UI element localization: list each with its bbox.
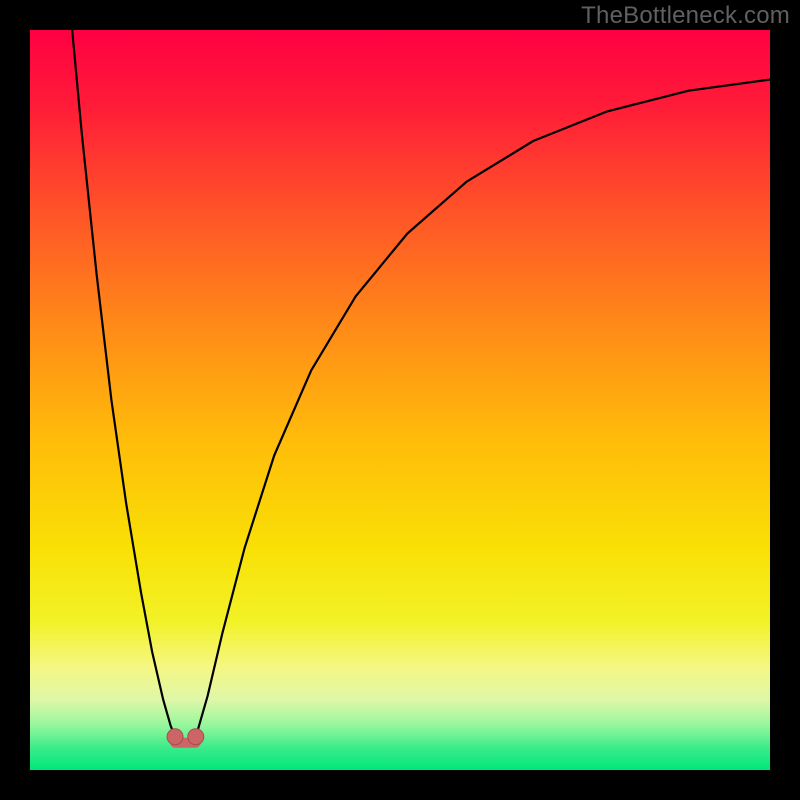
bottleneck-chart <box>30 30 770 770</box>
highlight-marker-0 <box>167 729 183 745</box>
highlight-marker-1 <box>188 729 204 745</box>
watermark-label: TheBottleneck.com <box>581 2 790 30</box>
chart-background <box>30 30 770 770</box>
chart-container: TheBottleneck.com <box>0 0 800 800</box>
